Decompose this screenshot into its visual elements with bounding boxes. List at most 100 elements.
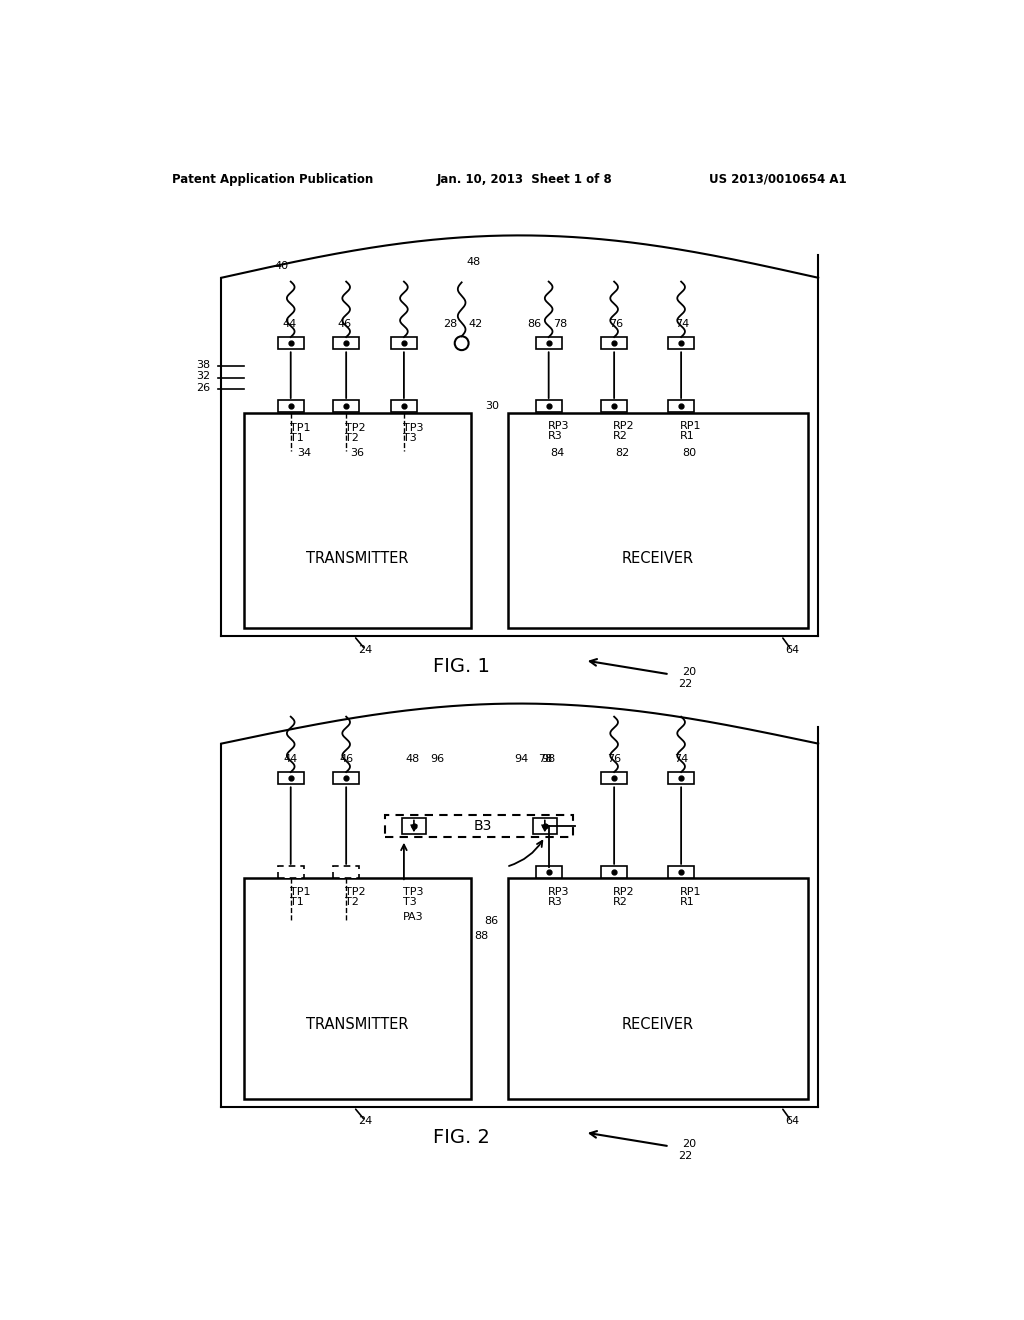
Text: T3: T3 — [403, 433, 417, 444]
Text: T2: T2 — [345, 898, 359, 907]
Text: 32: 32 — [196, 371, 210, 381]
Text: T2: T2 — [345, 433, 359, 444]
Text: 40: 40 — [274, 261, 289, 271]
Bar — [278, 866, 304, 878]
Text: 82: 82 — [615, 447, 630, 458]
Text: 20: 20 — [682, 1139, 696, 1148]
Bar — [508, 878, 808, 1100]
Text: TP2: TP2 — [345, 422, 366, 433]
Text: 22: 22 — [678, 678, 692, 689]
Text: R2: R2 — [613, 898, 629, 907]
Text: 30: 30 — [485, 401, 500, 412]
Bar — [333, 337, 359, 348]
Text: 64: 64 — [785, 1115, 800, 1126]
Bar — [668, 772, 694, 784]
Text: RECEIVER: RECEIVER — [622, 1018, 694, 1032]
Text: US 2013/0010654 A1: US 2013/0010654 A1 — [709, 173, 846, 186]
Bar — [536, 866, 562, 878]
Text: 88: 88 — [474, 931, 488, 941]
Text: 20: 20 — [682, 667, 696, 677]
Text: 34: 34 — [297, 449, 311, 458]
Text: 80: 80 — [683, 447, 696, 458]
Text: 74: 74 — [674, 754, 688, 764]
Text: TP2: TP2 — [345, 887, 366, 898]
Bar — [668, 400, 694, 412]
Text: TRANSMITTER: TRANSMITTER — [306, 552, 409, 566]
Text: RP3: RP3 — [548, 887, 569, 898]
Bar — [668, 866, 694, 878]
Text: R1: R1 — [680, 898, 695, 907]
Text: FIG. 1: FIG. 1 — [433, 657, 490, 676]
Text: 94: 94 — [515, 754, 528, 764]
Text: 76: 76 — [607, 754, 622, 764]
Text: B3: B3 — [474, 818, 492, 833]
Bar — [401, 817, 426, 834]
Bar — [278, 337, 304, 348]
Text: 46: 46 — [338, 319, 351, 329]
Text: PA3: PA3 — [403, 912, 424, 921]
Text: Patent Application Publication: Patent Application Publication — [172, 173, 374, 186]
Text: T1: T1 — [290, 433, 304, 444]
Text: 78: 78 — [553, 319, 567, 329]
Bar — [601, 866, 628, 878]
Text: 84: 84 — [550, 447, 564, 458]
Text: 44: 44 — [284, 754, 298, 764]
Bar — [601, 772, 628, 784]
Bar — [536, 337, 562, 348]
Text: 38: 38 — [196, 360, 210, 370]
Text: TP3: TP3 — [403, 422, 424, 433]
Text: 24: 24 — [358, 644, 373, 655]
Text: 86: 86 — [484, 916, 498, 925]
Text: 46: 46 — [339, 754, 353, 764]
Text: 24: 24 — [358, 1115, 373, 1126]
Text: 86: 86 — [527, 319, 542, 329]
Text: RP2: RP2 — [613, 887, 635, 898]
Text: R2: R2 — [613, 432, 629, 441]
Text: T1: T1 — [290, 898, 304, 907]
Text: 42: 42 — [468, 319, 482, 329]
Text: 64: 64 — [785, 644, 800, 655]
Bar — [391, 400, 417, 412]
Bar — [601, 337, 628, 348]
Text: R1: R1 — [680, 432, 695, 441]
Text: 22: 22 — [678, 1151, 692, 1160]
Bar — [244, 878, 471, 1100]
Text: T3: T3 — [403, 898, 417, 907]
Text: 28: 28 — [443, 319, 458, 329]
Text: R3: R3 — [548, 432, 562, 441]
Text: Jan. 10, 2013  Sheet 1 of 8: Jan. 10, 2013 Sheet 1 of 8 — [437, 173, 612, 186]
Text: TRANSMITTER: TRANSMITTER — [306, 1018, 409, 1032]
Text: TP1: TP1 — [290, 887, 310, 898]
Text: 96: 96 — [430, 754, 444, 764]
Text: TP3: TP3 — [403, 887, 424, 898]
Text: 78: 78 — [538, 754, 552, 764]
Text: RP1: RP1 — [680, 887, 701, 898]
Bar — [391, 337, 417, 348]
Bar — [532, 817, 557, 834]
Text: TP1: TP1 — [290, 422, 310, 433]
Text: RP3: RP3 — [548, 421, 569, 432]
Text: 48: 48 — [466, 257, 480, 268]
Bar — [385, 816, 573, 837]
Bar — [278, 400, 304, 412]
Text: 74: 74 — [676, 319, 690, 329]
Bar — [333, 866, 359, 878]
Text: RP1: RP1 — [680, 421, 701, 432]
Text: 26: 26 — [196, 383, 210, 393]
Text: 98: 98 — [542, 754, 556, 764]
Bar — [601, 400, 628, 412]
Bar — [668, 337, 694, 348]
Text: RP2: RP2 — [613, 421, 635, 432]
Text: 76: 76 — [608, 319, 623, 329]
Bar — [508, 413, 808, 628]
Text: FIG. 2: FIG. 2 — [433, 1129, 490, 1147]
Bar — [333, 400, 359, 412]
Bar — [244, 413, 471, 628]
Text: 48: 48 — [406, 754, 420, 764]
Text: RECEIVER: RECEIVER — [622, 552, 694, 566]
Text: 36: 36 — [350, 449, 364, 458]
Bar — [333, 772, 359, 784]
Bar — [536, 400, 562, 412]
Bar — [278, 772, 304, 784]
Text: R3: R3 — [548, 898, 562, 907]
